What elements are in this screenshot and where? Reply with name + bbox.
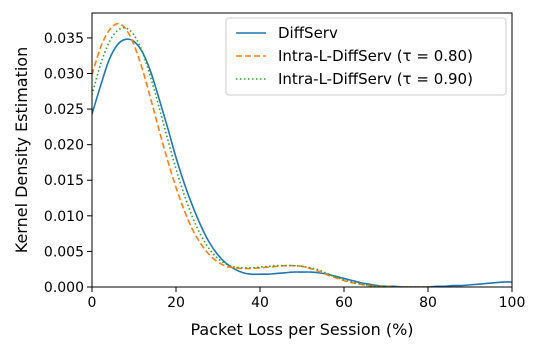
legend-label: DiffServ (278, 24, 338, 42)
legend-box (225, 17, 507, 96)
y-tick-label: 0.000 (44, 280, 84, 296)
legend-label: Intra-L-DiffServ (τ = 0.80) (278, 47, 473, 65)
series-lines (92, 22, 512, 287)
axis-ticks: 0 20 40 60 80 100 0.000 0.005 0.010 0.015 0.020 0.0… (44, 31, 525, 311)
y-tick-label: 0.015 (44, 173, 84, 189)
x-tick-label: 60 (335, 295, 353, 311)
y-tick-label: 0.010 (44, 209, 84, 225)
plot-frame (91, 12, 513, 288)
legend-label: Intra-L-DiffServ (τ = 0.90) (278, 70, 473, 88)
x-axis-label: Packet Loss per Session (%) (190, 320, 413, 339)
x-tick-label: 20 (167, 295, 185, 311)
series-line-3 (92, 26, 428, 287)
y-tick-label: 0.005 (44, 244, 84, 260)
x-tick-label: 80 (419, 295, 437, 311)
legend: DiffServ Intra-L-DiffServ (τ = 0.80) Intra… (225, 17, 507, 96)
series-line-1 (92, 38, 512, 287)
x-tick-label: 0 (88, 295, 97, 311)
y-tick-label: 0.025 (44, 102, 84, 118)
x-tick-label: 40 (251, 295, 269, 311)
y-axis-label: Kernel Density Estimation (12, 47, 31, 253)
y-tick-label: 0.020 (44, 138, 84, 154)
x-tick-label: 100 (499, 295, 526, 311)
y-tick-label: 0.030 (44, 66, 84, 82)
y-tick-label: 0.035 (44, 31, 84, 47)
